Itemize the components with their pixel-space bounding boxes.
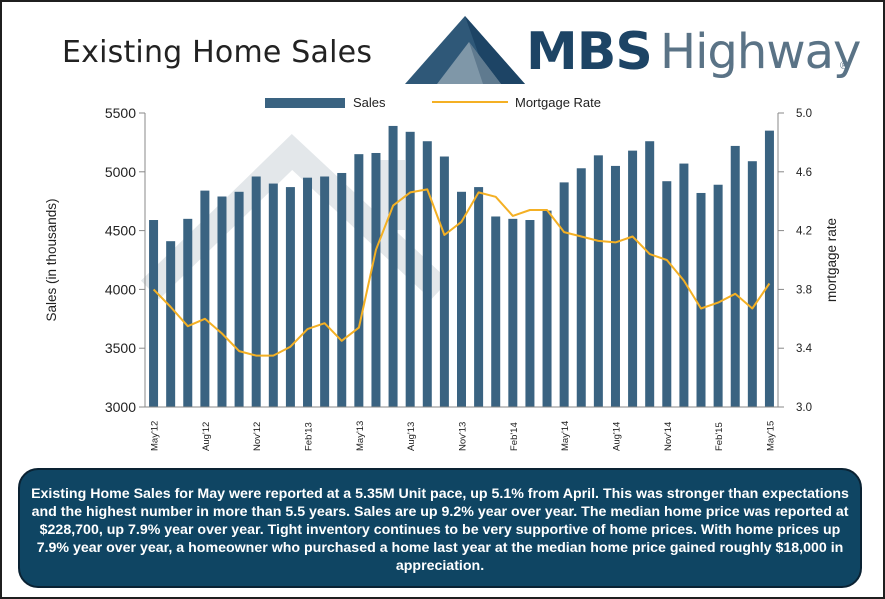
sales-bar [149, 220, 159, 407]
sales-bar [371, 152, 381, 407]
sales-bar [285, 187, 295, 407]
y2-axis-title: mortgage rate [824, 218, 839, 302]
sales-bar [405, 131, 415, 408]
sales-bar [268, 183, 278, 407]
y-tick-label: 4500 [105, 223, 136, 239]
sales-bar [457, 191, 466, 407]
sales-bar [422, 141, 432, 407]
x-tick-label: May'13 [355, 421, 366, 451]
sales-bar [217, 196, 227, 407]
x-tick-label: May'12 [150, 421, 161, 451]
sales-bar [200, 190, 210, 407]
sales-mortgage-chart: 3000 3500 4000 4500 5000 5500 3.0 3.4 3.8 4.2 4.6 5… [44, 95, 839, 451]
y2-tick-label: 5.0 [796, 108, 812, 120]
sales-bar [747, 161, 757, 407]
sales-bar [491, 216, 501, 407]
sales-bar [525, 220, 535, 407]
sales-bar [234, 191, 244, 407]
legend-rate-label: Mortgage Rate [515, 95, 601, 110]
summary-text: Existing Home Sales for May were reporte… [31, 486, 849, 574]
sales-bar [576, 168, 586, 407]
x-tick-label: Nov'14 [663, 422, 674, 451]
sales-bar [679, 163, 689, 407]
y-tick-label: 5500 [105, 105, 136, 121]
y2-tick-label: 3.4 [796, 343, 813, 355]
sales-bar [251, 176, 261, 407]
sales-bar [696, 192, 706, 407]
sales-bar [610, 165, 620, 407]
x-tick-label: Nov'13 [458, 422, 469, 451]
sales-bar [764, 130, 774, 407]
sales-bar [320, 176, 330, 407]
y2-tick-label: 3.0 [796, 402, 812, 414]
sales-bar [662, 181, 672, 407]
sales-bar [303, 177, 313, 407]
summary-box: Existing Home Sales for May were reporte… [18, 468, 862, 588]
sales-bar [593, 155, 603, 407]
y-axis-title: Sales (in thousands) [44, 198, 59, 321]
y-tick-label: 3000 [105, 399, 136, 415]
sales-bar [474, 187, 484, 407]
sales-bar [645, 141, 655, 407]
x-tick-label: Aug'13 [406, 422, 417, 451]
y-tick-label: 4000 [105, 281, 136, 297]
sales-bar [542, 210, 552, 407]
sales-bar [166, 241, 176, 407]
sales-bar [730, 145, 740, 408]
sales-bar [439, 156, 449, 407]
x-tick-label: May'14 [560, 421, 571, 451]
legend-sales-swatch [265, 98, 345, 108]
sales-bar [337, 172, 347, 407]
sales-bar [713, 184, 723, 407]
x-tick-label: Feb'14 [509, 422, 520, 451]
mountain-logo-icon [405, 16, 525, 84]
sales-bar [183, 218, 193, 407]
sales-bar [628, 150, 638, 407]
sales-bar [354, 154, 364, 407]
y-tick-label: 5000 [105, 164, 136, 180]
x-tick-label: May'15 [765, 421, 776, 451]
logo-highway-text: Highway [660, 24, 861, 80]
sales-bar [388, 125, 398, 407]
legend-sales-label: Sales [353, 95, 386, 110]
y-tick-label: 3500 [105, 340, 136, 356]
y2-tick-label: 3.8 [796, 284, 812, 296]
x-tick-label: Aug'12 [201, 422, 212, 451]
registered-mark: ® [840, 60, 849, 72]
mortgage-rate-line [152, 188, 771, 357]
sales-bar [559, 182, 569, 407]
x-tick-label: Feb'13 [304, 422, 315, 451]
sales-bar [508, 218, 518, 407]
logo-mbs-text: MBS [526, 22, 653, 82]
y2-tick-label: 4.6 [796, 167, 812, 179]
page-title: Existing Home Sales [62, 35, 373, 70]
x-tick-label: Nov'12 [252, 422, 263, 451]
y2-tick-label: 4.2 [796, 226, 812, 238]
x-tick-label: Feb'15 [714, 422, 725, 451]
x-tick-label: Aug'14 [611, 422, 622, 451]
